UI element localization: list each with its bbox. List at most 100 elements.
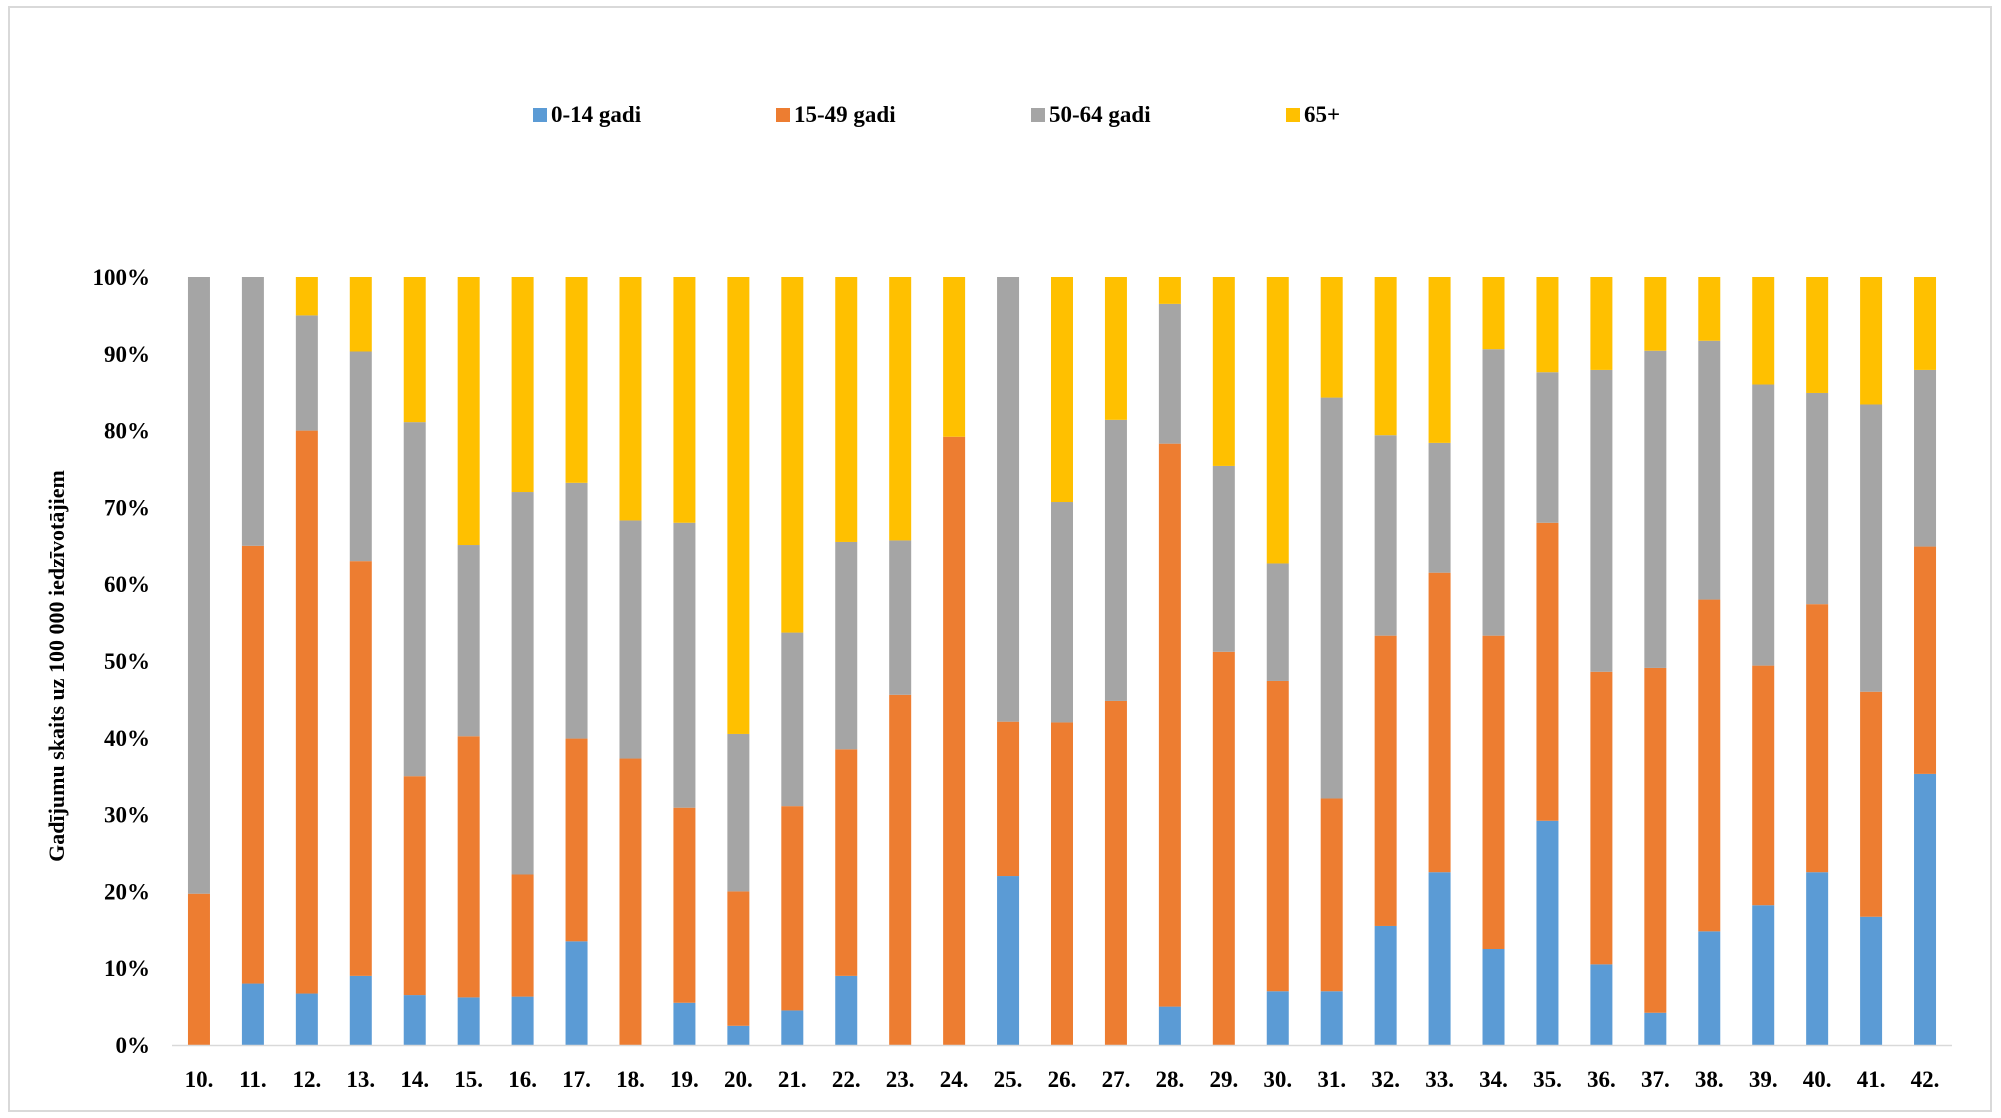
- bar-segment: [403, 277, 426, 423]
- bar-segment: [1212, 465, 1235, 652]
- bar-segment: [457, 736, 480, 998]
- bar-segment: [1806, 277, 1829, 393]
- bar-stack: [1104, 277, 1127, 1045]
- bar-stack: [1914, 277, 1937, 1045]
- bar-stack: [1698, 277, 1721, 1045]
- bar-segment: [835, 975, 858, 1045]
- x-tick-label: 34.: [1479, 1067, 1508, 1092]
- bar-segment: [1320, 277, 1343, 398]
- bar-segment: [727, 277, 750, 734]
- legend-swatch: [1286, 108, 1300, 122]
- bar-segment: [835, 749, 858, 976]
- bar-segment: [1212, 277, 1235, 466]
- bar-segment: [619, 277, 642, 521]
- bar-segment: [673, 277, 696, 523]
- bar-stack: [1482, 277, 1505, 1045]
- bar-segment: [727, 1025, 750, 1045]
- bar-segment: [1536, 522, 1559, 821]
- bar-segment: [1698, 277, 1721, 341]
- bar-segment: [1914, 369, 1937, 547]
- bar-segment: [565, 277, 588, 483]
- bar-segment: [187, 277, 210, 894]
- x-tick-label: 22.: [832, 1067, 861, 1092]
- y-tick-label: 50%: [104, 649, 150, 674]
- bar-segment: [511, 492, 534, 875]
- bar-segment: [1914, 277, 1937, 370]
- bar-segment: [1860, 404, 1883, 692]
- bar-stack: [1051, 277, 1073, 1045]
- x-tick-label: 15.: [454, 1067, 483, 1092]
- bar-stack: [943, 277, 966, 1045]
- x-tick-label: 35.: [1533, 1067, 1562, 1092]
- x-tick-label: 31.: [1317, 1067, 1346, 1092]
- bar-segment: [1752, 665, 1775, 906]
- bar-stack: [1212, 277, 1235, 1045]
- bar-segment: [835, 541, 858, 750]
- bar-segment: [1051, 277, 1073, 503]
- legend: 0-14 gadi 15-49 gadi 50-64 gadi 65+: [533, 102, 1340, 127]
- bar-segment: [1266, 277, 1289, 564]
- bar-segment: [1320, 991, 1343, 1045]
- bar-segment: [1428, 442, 1451, 573]
- bar-stack: [673, 277, 696, 1045]
- bar-segment: [889, 277, 912, 541]
- bar-segment: [673, 807, 696, 1003]
- x-tick-label: 14.: [400, 1067, 429, 1092]
- bar-segment: [1590, 964, 1613, 1045]
- bar-segment: [1374, 277, 1397, 436]
- bar-stack: [1644, 277, 1667, 1045]
- bar-segment: [1914, 546, 1937, 774]
- bar-segment: [1752, 384, 1775, 666]
- bar-segment: [295, 315, 318, 431]
- y-tick-label: 80%: [104, 419, 150, 444]
- bar-segment: [1698, 599, 1721, 932]
- bar-segment: [1644, 1012, 1667, 1045]
- bar-stack: [1374, 277, 1397, 1045]
- bar-stack: [1860, 277, 1883, 1045]
- bar-segment: [781, 806, 804, 1011]
- bar-segment: [673, 1002, 696, 1045]
- bar-stack: [1266, 277, 1289, 1045]
- bar-segment: [1428, 872, 1451, 1045]
- bar-segment: [1914, 773, 1937, 1045]
- bar-segment: [781, 277, 804, 633]
- bar-stack: [1806, 277, 1829, 1045]
- x-tick-label: 23.: [886, 1067, 915, 1092]
- bar-segment: [727, 733, 750, 892]
- bar-segment: [349, 277, 372, 352]
- x-tick-label: 40.: [1803, 1067, 1832, 1092]
- bar-segment: [403, 995, 426, 1045]
- bar-segment: [1536, 277, 1559, 373]
- y-tick-label: 60%: [104, 572, 150, 597]
- legend-swatch: [1031, 108, 1045, 122]
- bar-stack: [349, 277, 372, 1045]
- bar-segment: [1806, 392, 1829, 605]
- bar-stack: [457, 277, 480, 1045]
- bar-stack: [565, 277, 588, 1045]
- bar-segment: [349, 351, 372, 562]
- bar-stack: [1590, 277, 1613, 1045]
- y-axis-title: Gadījumu skaits uz 100 000 iedzīvotājiem: [44, 470, 69, 862]
- bar-segment: [1482, 949, 1505, 1045]
- bar-stack: [1752, 277, 1775, 1045]
- x-tick-label: 18.: [616, 1067, 645, 1092]
- legend-label: 0-14 gadi: [551, 102, 642, 127]
- bar-segment: [565, 941, 588, 1045]
- bar-segment: [1051, 502, 1073, 723]
- bar-stack: [187, 277, 210, 1045]
- bar-segment: [997, 721, 1020, 877]
- bar-segment: [1266, 991, 1289, 1045]
- bar-segment: [1698, 340, 1721, 600]
- bar-segment: [1644, 350, 1667, 668]
- bar-segment: [619, 758, 642, 1045]
- x-tick-label: 20.: [724, 1067, 753, 1092]
- bar-stack: [727, 277, 750, 1045]
- x-tick-label: 25.: [994, 1067, 1023, 1092]
- x-tick-label: 12.: [292, 1067, 321, 1092]
- bar-segment: [1806, 604, 1829, 873]
- bar-segment: [1482, 635, 1505, 949]
- bar-segment: [511, 996, 534, 1045]
- bar-segment: [511, 277, 534, 493]
- x-tick-label: 26.: [1048, 1067, 1077, 1092]
- bar-segment: [1266, 680, 1289, 992]
